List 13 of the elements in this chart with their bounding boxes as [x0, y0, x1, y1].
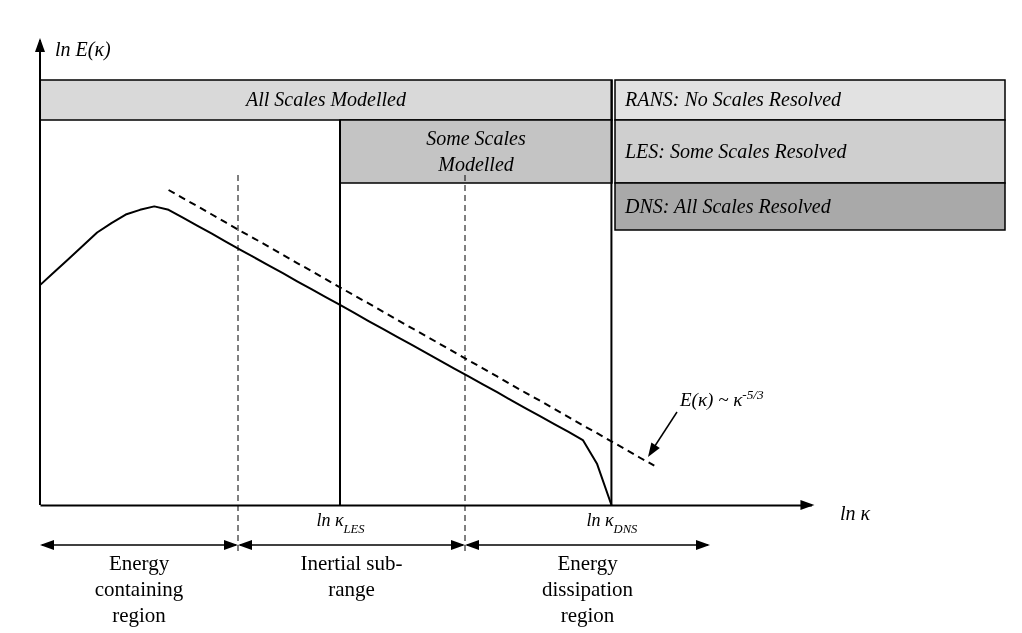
x-tick-label: ln κ$_{DNS}$: [586, 509, 639, 536]
x-tick-label: ln κ$_{LES}$: [316, 509, 366, 536]
annotation: DNS: All Scales Resolved: [624, 194, 832, 217]
text: Energy dissipation region: [541, 551, 634, 627]
text: Energy containing region: [94, 551, 184, 627]
text: ln E(κ): [55, 38, 112, 61]
x-axis-title: ln κ: [839, 501, 871, 524]
text: All Scales Modelled: [244, 88, 407, 110]
text: Inertial sub-range: [300, 551, 403, 601]
text: Some Scales Modelled: [426, 126, 526, 175]
annotation: E(κ) ~ κ$^{-5/3}$: [679, 386, 765, 411]
text: RANS: No Scales Resolved: [624, 88, 843, 110]
text: LES: Some Scales Resolved: [624, 139, 848, 162]
